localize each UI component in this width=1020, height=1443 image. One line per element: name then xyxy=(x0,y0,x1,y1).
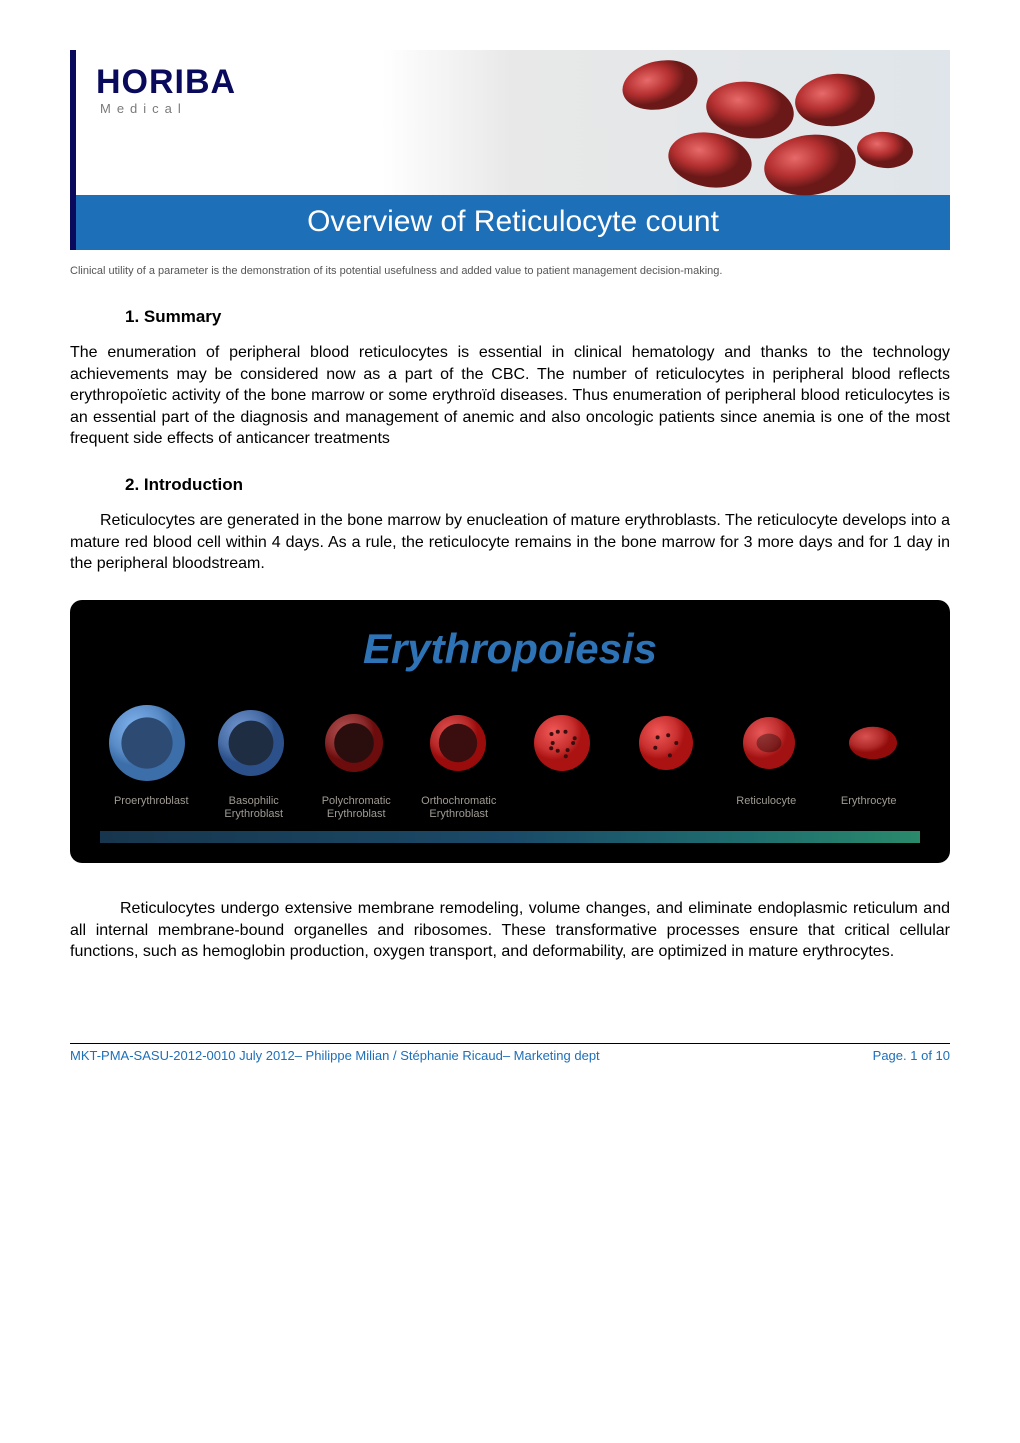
cell-stage-label xyxy=(510,795,613,821)
summary-body: The enumeration of peripheral blood reti… xyxy=(70,342,950,450)
cell-stage-row xyxy=(100,703,920,783)
cell-stage-label: BasophilicErythroblast xyxy=(203,795,306,821)
footer-page: Page. 1 of 10 xyxy=(873,1048,950,1063)
cell-stage-label: Erythrocyte xyxy=(818,795,921,821)
footer-left: MKT-PMA-SASU-2012-0010 July 2012– Philip… xyxy=(70,1048,600,1063)
cell-stage-label: OrthochromaticErythroblast xyxy=(408,795,511,821)
figure-title: Erythropoiesis xyxy=(100,625,920,673)
cell-stage xyxy=(826,717,920,769)
cell-stage-label: Proerythroblast xyxy=(100,795,203,821)
maturation-timeline xyxy=(100,831,920,843)
footer-rule xyxy=(70,1043,950,1044)
footer: MKT-PMA-SASU-2012-0010 July 2012– Philip… xyxy=(70,1048,950,1063)
cell-stage-label: PolychromaticErythroblast xyxy=(305,795,408,821)
tagline-a: Clinical xyxy=(96,141,215,179)
introduction-body-1: Reticulocytes are generated in the bone … xyxy=(70,510,950,575)
cell-labels-row: ProerythroblastBasophilicErythroblastPol… xyxy=(100,795,920,821)
cell-stage xyxy=(515,713,609,773)
introduction-heading: 2. Introduction xyxy=(125,475,950,495)
erythropoiesis-figure: Erythropoiesis xyxy=(70,600,950,863)
summary-heading: 1. Summary xyxy=(125,307,950,327)
cell-stage-label: Reticulocyte xyxy=(715,795,818,821)
banner-top: HORIBA Medical Clinical Utility xyxy=(76,50,950,195)
cell-stage xyxy=(619,714,713,772)
header-banner: HORIBA Medical Clinical Utility xyxy=(70,50,950,250)
cell-stage xyxy=(204,708,298,778)
cell-stage xyxy=(308,712,402,774)
cell-stage xyxy=(100,703,194,783)
introduction-body-2: Reticulocytes undergo extensive membrane… xyxy=(70,898,950,963)
cell-stage xyxy=(723,715,817,771)
disclaimer-text: Clinical utility of a parameter is the d… xyxy=(70,265,950,277)
cell-stage xyxy=(411,713,505,773)
cell-stage-label xyxy=(613,795,716,821)
blood-cells-art xyxy=(600,55,920,205)
tagline-b: Utility xyxy=(215,141,309,179)
